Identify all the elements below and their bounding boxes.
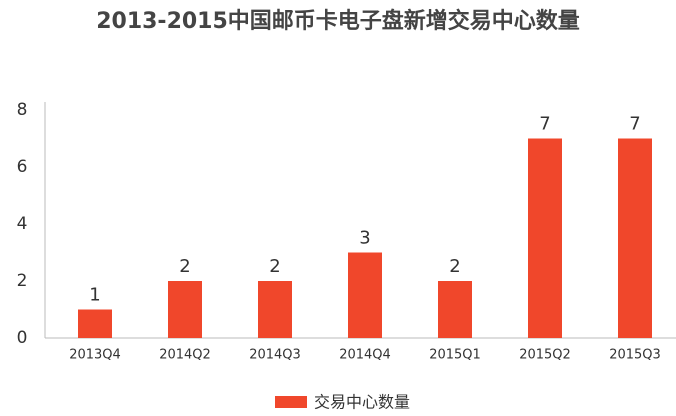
data-label: 2 [179,256,190,277]
data-label: 2 [449,256,460,277]
y-tick-label: 0 [17,328,28,348]
data-label: 7 [539,114,550,135]
bar [528,138,562,338]
data-label: 7 [629,114,640,135]
chart-title: 2013-2015中国邮币卡电子盘新增交易中心数量 [96,8,580,34]
y-tick-label: 2 [17,271,28,291]
y-tick-label: 6 [17,157,28,177]
x-tick-label: 2014Q2 [159,348,211,363]
legend-label: 交易中心数量 [314,393,410,412]
bar [348,252,382,338]
legend-swatch [275,396,307,408]
x-tick-label: 2013Q4 [69,348,121,363]
data-label: 3 [359,228,370,249]
bar [168,281,202,338]
x-tick-label: 2014Q3 [249,348,301,363]
x-tick-label: 2015Q2 [519,348,571,363]
y-tick-label: 4 [17,214,28,234]
x-tick-label: 2014Q4 [339,348,391,363]
x-tick-label: 2015Q3 [609,348,661,363]
bar [618,138,652,338]
bar [258,281,292,338]
data-label: 1 [89,285,100,306]
bar [438,281,472,338]
data-label: 2 [269,256,280,277]
y-tick-label: 8 [17,100,28,120]
x-tick-label: 2015Q1 [429,348,481,363]
bar [78,309,112,338]
